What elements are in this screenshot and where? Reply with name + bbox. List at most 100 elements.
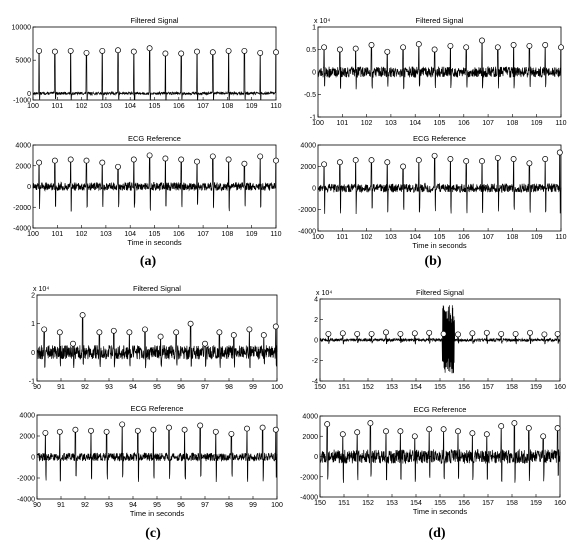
peak-marker xyxy=(368,157,375,164)
peak-marker xyxy=(367,420,374,427)
x-tick-label: 98 xyxy=(225,384,233,391)
peak-marker xyxy=(463,158,470,165)
peak-marker xyxy=(542,42,549,48)
peak-marker xyxy=(194,158,200,165)
x-tick-label: 110 xyxy=(270,231,281,238)
plot-c-ecg: 90 91 92 93 94 95 96 97 98 99 100 -4000 -2000 0 2000 40… xyxy=(17,404,283,518)
peak-marker xyxy=(542,156,549,162)
x-tick-label: 158 xyxy=(506,384,518,391)
x-tick-label: 103 xyxy=(385,234,397,241)
peak-marker xyxy=(56,428,63,435)
peak-marker xyxy=(526,42,533,49)
plot-d-filtered: 150 151 152 153 154 155 156 157 158 159 160 -4 -2 0 2 4… xyxy=(312,288,566,391)
x-tick-label: 105 xyxy=(434,234,446,241)
peak-marker xyxy=(88,427,94,434)
plot-a-ecg: 100 101 102 103 104 105 106 107 108 109 110 -4000 -2… xyxy=(13,134,282,247)
plot-title: ECG Reference xyxy=(414,405,467,414)
y-tick-label: 1 xyxy=(312,25,316,32)
peak-marker xyxy=(510,156,517,162)
peak-marker xyxy=(150,426,157,433)
peak-marker xyxy=(494,44,501,51)
y-tick-label: -1 xyxy=(29,379,35,386)
peak-marker xyxy=(483,431,490,438)
peak-marker xyxy=(352,157,359,164)
peak-marker xyxy=(173,329,180,336)
x-tick-label: 107 xyxy=(197,103,209,110)
x-tick-label: 93 xyxy=(105,502,113,509)
x-axis-label: Time in seconds xyxy=(412,241,467,250)
signal-line xyxy=(36,424,278,483)
peak-marker xyxy=(72,426,79,433)
x-tick-label: 103 xyxy=(100,231,112,238)
x-tick-label: 106 xyxy=(173,103,185,110)
peak-marker xyxy=(51,157,58,164)
y-tick-label: 0.5 xyxy=(306,47,316,54)
signal-line xyxy=(317,40,562,90)
peak-marker xyxy=(397,428,404,435)
plot-c-filtered: 90 91 92 93 94 95 96 97 98 99 100 -1 0 1 2 Filtered Sig… xyxy=(29,284,283,391)
y-tick-label: 0 xyxy=(314,338,318,345)
peak-marker xyxy=(197,422,204,429)
peak-marker xyxy=(415,157,422,164)
peak-marker xyxy=(415,41,422,48)
peak-marker xyxy=(440,330,447,337)
x-tick-label: 150 xyxy=(314,500,326,507)
peak-marker xyxy=(272,323,279,330)
peak-marker xyxy=(130,48,137,55)
peak-marker xyxy=(556,149,563,156)
peak-marker xyxy=(228,430,235,437)
x-tick-label: 104 xyxy=(124,103,136,110)
x-tick-label: 108 xyxy=(507,234,519,241)
x-tick-label: 151 xyxy=(338,500,350,507)
x-tick-label: 156 xyxy=(458,384,470,391)
x-tick-label: 100 xyxy=(271,384,283,391)
y-tick-label: 4000 xyxy=(302,414,318,421)
panel-label: (c) xyxy=(145,526,161,541)
peak-marker xyxy=(354,330,361,337)
peak-marker xyxy=(455,331,461,338)
x-tick-label: 107 xyxy=(482,234,494,241)
x-tick-label: 101 xyxy=(336,120,348,127)
peak-marker xyxy=(178,50,185,57)
peak-marker xyxy=(162,155,169,162)
x-tick-label: 109 xyxy=(246,103,258,110)
plot-title: ECG Reference xyxy=(128,134,181,143)
peak-marker xyxy=(558,44,564,51)
plot-b-ecg: 100 101 102 103 104 105 106 107 108 109 110 -4000 -2… xyxy=(298,134,567,250)
peak-marker xyxy=(56,329,63,336)
x-tick-label: 104 xyxy=(124,231,136,238)
signal-line xyxy=(36,314,278,369)
peak-marker xyxy=(525,425,532,432)
x-tick-label: 109 xyxy=(531,234,543,241)
panel-label: (a) xyxy=(140,254,157,269)
peak-marker xyxy=(225,47,232,54)
peak-marker xyxy=(455,428,461,435)
plot-title: Filtered Signal xyxy=(416,288,464,297)
x-tick-label: 157 xyxy=(482,384,494,391)
x-tick-label: 158 xyxy=(506,500,518,507)
peak-marker xyxy=(540,433,547,440)
y-tick-label: 2 xyxy=(314,317,318,324)
y-tick-label: 0 xyxy=(31,350,35,357)
x-tick-label: 103 xyxy=(100,103,112,110)
x-tick-label: 99 xyxy=(249,502,257,509)
x-tick-label: 152 xyxy=(362,500,374,507)
y-scale-exponent: x 10⁴ xyxy=(314,18,330,25)
y-tick-label: 5000 xyxy=(15,58,31,65)
x-tick-label: 110 xyxy=(555,120,566,127)
peak-marker xyxy=(336,159,343,166)
peak-marker xyxy=(440,426,447,433)
x-tick-label: 108 xyxy=(222,231,234,238)
peak-marker xyxy=(99,159,106,166)
y-tick-label: 0 xyxy=(27,91,31,98)
peak-marker xyxy=(498,423,505,430)
plot-frame xyxy=(32,26,277,101)
x-tick-label: 102 xyxy=(76,103,88,110)
plot-d-ecg: 150 151 152 153 154 155 156 157 158 159 160 -4000 -2… xyxy=(300,405,566,516)
signal-line xyxy=(32,47,277,101)
peak-marker xyxy=(368,42,375,48)
peak-marker xyxy=(400,44,407,51)
y-tick-label: -4000 xyxy=(298,229,316,236)
peak-marker xyxy=(272,426,279,433)
peak-marker xyxy=(431,152,438,159)
